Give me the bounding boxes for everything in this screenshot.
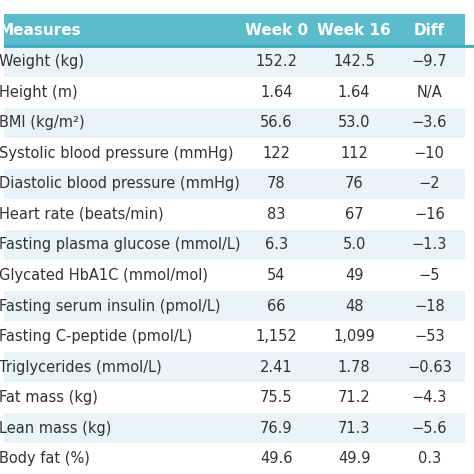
Text: 0.3: 0.3 (418, 451, 441, 466)
Text: 53.0: 53.0 (338, 115, 370, 130)
Text: 71.2: 71.2 (337, 390, 371, 405)
FancyBboxPatch shape (0, 383, 465, 413)
Text: Fasting plasma glucose (mmol/L): Fasting plasma glucose (mmol/L) (0, 237, 240, 253)
Text: 78: 78 (267, 176, 286, 191)
Text: 67: 67 (345, 207, 364, 222)
FancyBboxPatch shape (0, 260, 465, 291)
Text: 142.5: 142.5 (333, 54, 375, 69)
Text: N/A: N/A (417, 85, 442, 100)
FancyBboxPatch shape (0, 199, 465, 230)
Text: −2: −2 (419, 176, 440, 191)
Text: Week 16: Week 16 (317, 23, 391, 38)
Text: 5.0: 5.0 (342, 237, 366, 253)
Text: −10: −10 (414, 146, 445, 161)
Text: Heart rate (beats/min): Heart rate (beats/min) (0, 207, 164, 222)
Text: −4.3: −4.3 (411, 390, 447, 405)
Text: −5: −5 (419, 268, 440, 283)
Text: 49.9: 49.9 (338, 451, 370, 466)
FancyBboxPatch shape (0, 169, 465, 199)
Text: −5.6: −5.6 (411, 421, 447, 436)
Text: 49: 49 (345, 268, 363, 283)
Text: 2.41: 2.41 (260, 360, 293, 374)
Text: Fasting serum insulin (pmol/L): Fasting serum insulin (pmol/L) (0, 299, 220, 313)
Text: −0.63: −0.63 (407, 360, 452, 374)
Text: 122: 122 (263, 146, 291, 161)
Text: 76: 76 (345, 176, 364, 191)
Text: Measures: Measures (0, 23, 82, 38)
FancyBboxPatch shape (0, 230, 465, 260)
Text: 75.5: 75.5 (260, 390, 293, 405)
Text: −1.3: −1.3 (411, 237, 447, 253)
Text: Diastolic blood pressure (mmHg): Diastolic blood pressure (mmHg) (0, 176, 240, 191)
Text: 1.64: 1.64 (260, 85, 293, 100)
Text: 49.6: 49.6 (260, 451, 293, 466)
FancyBboxPatch shape (0, 444, 465, 474)
FancyBboxPatch shape (0, 352, 465, 383)
Text: Diff: Diff (414, 23, 445, 38)
Text: Week 0: Week 0 (245, 23, 308, 38)
Text: 1.64: 1.64 (338, 85, 370, 100)
Text: BMI (kg/m²): BMI (kg/m²) (0, 115, 84, 130)
Text: 1,152: 1,152 (255, 329, 297, 344)
Text: 56.6: 56.6 (260, 115, 293, 130)
FancyBboxPatch shape (0, 108, 465, 138)
FancyBboxPatch shape (0, 291, 465, 321)
Text: 71.3: 71.3 (338, 421, 370, 436)
Text: Systolic blood pressure (mmHg): Systolic blood pressure (mmHg) (0, 146, 234, 161)
Text: 66: 66 (267, 299, 286, 313)
FancyBboxPatch shape (0, 321, 465, 352)
Text: −16: −16 (414, 207, 445, 222)
Text: 152.2: 152.2 (255, 54, 298, 69)
FancyBboxPatch shape (0, 14, 465, 46)
Text: 1,099: 1,099 (333, 329, 375, 344)
Text: −9.7: −9.7 (411, 54, 447, 69)
Text: −53: −53 (414, 329, 445, 344)
FancyBboxPatch shape (0, 138, 465, 169)
Text: Fat mass (kg): Fat mass (kg) (0, 390, 98, 405)
Text: 83: 83 (267, 207, 286, 222)
Text: −18: −18 (414, 299, 445, 313)
Text: Triglycerides (mmol/L): Triglycerides (mmol/L) (0, 360, 162, 374)
Text: Lean mass (kg): Lean mass (kg) (0, 421, 111, 436)
FancyBboxPatch shape (0, 413, 465, 444)
Text: 1.78: 1.78 (338, 360, 370, 374)
Text: Height (m): Height (m) (0, 85, 78, 100)
Text: 48: 48 (345, 299, 363, 313)
FancyBboxPatch shape (0, 77, 465, 108)
Text: Weight (kg): Weight (kg) (0, 54, 84, 69)
Text: Body fat (%): Body fat (%) (0, 451, 90, 466)
Text: Glycated HbA1C (mmol/mol): Glycated HbA1C (mmol/mol) (0, 268, 208, 283)
Text: Fasting C-peptide (pmol/L): Fasting C-peptide (pmol/L) (0, 329, 192, 344)
Text: 6.3: 6.3 (265, 237, 288, 253)
Text: 112: 112 (340, 146, 368, 161)
Text: 54: 54 (267, 268, 286, 283)
Text: 76.9: 76.9 (260, 421, 293, 436)
Text: −3.6: −3.6 (411, 115, 447, 130)
FancyBboxPatch shape (0, 46, 465, 77)
